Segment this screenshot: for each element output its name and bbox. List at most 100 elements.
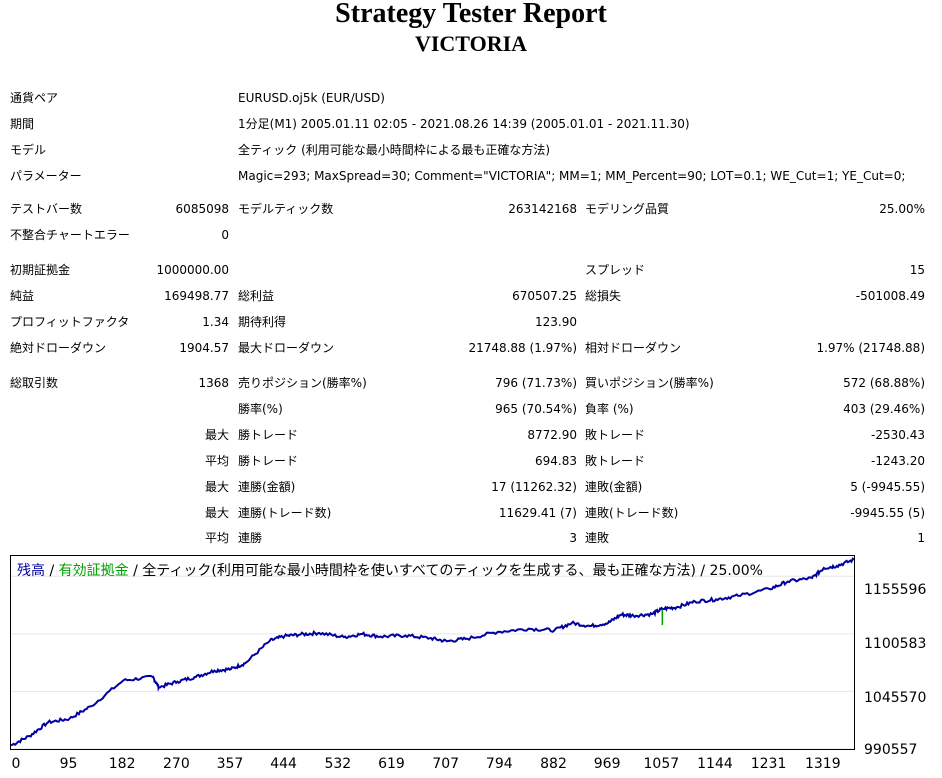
expected-payoff-label: 期待利得 [238, 315, 287, 329]
net-profit-label: 純益 [10, 289, 35, 303]
period-value: 1分足(M1) 2005.01.11 02:05 - 2021.08.26 14… [238, 117, 690, 131]
avg-loss-label: 敗トレード [585, 454, 646, 468]
test-bars-label: テストバー数 [10, 202, 83, 216]
model-ticks-value: 263142168 [508, 202, 577, 216]
period-label: 期間 [10, 117, 35, 131]
profit-factor-label: プロフィットファクタ [10, 315, 130, 329]
short-value: 796 (71.73%) [495, 376, 577, 390]
y-tick-label: 1045570 [864, 690, 927, 706]
spread-label: スプレッド [585, 263, 646, 277]
long-value: 572 (68.88%) [843, 376, 925, 390]
avg-consec-losses-value: 1 [917, 531, 925, 545]
x-tick-label: 444 [270, 756, 297, 772]
expected-payoff-value: 123.90 [535, 315, 577, 329]
pair-value: EURUSD.oj5k (EUR/USD) [238, 91, 385, 105]
x-tick-label: 969 [593, 756, 621, 772]
avg-consec-wins-label: 連勝 [238, 531, 263, 545]
model-label: モデル [10, 143, 47, 157]
loss-rate-value: 403 (29.46%) [843, 402, 925, 416]
avg-label-2: 平均 [204, 531, 229, 545]
legend-sep: / [45, 563, 59, 579]
mismatch-value: 0 [221, 228, 229, 242]
params-label: パラメーター [10, 169, 82, 183]
win-rate-value: 965 (70.54%) [495, 402, 577, 416]
legend-equity: 有効証拠金 [58, 563, 129, 579]
largest-loss-label: 敗トレード [585, 428, 646, 442]
largest-win-label: 勝トレード [238, 428, 299, 442]
abs-dd-value: 1904.57 [179, 341, 229, 355]
chart-legend: 残高 / 有効証拠金 / 全ティック(利用可能な最小時間枠を使いすべてのティック… [17, 562, 763, 580]
max-consec-loss-label: 連敗(トレード数) [585, 506, 679, 520]
x-tick-label: 882 [540, 756, 567, 772]
max-label-3: 最大 [204, 506, 229, 520]
model-quality-value: 25.00% [879, 202, 925, 216]
max-consec-profit-label: 連勝(トレード数) [238, 506, 332, 520]
initial-deposit-value: 1000000.00 [156, 263, 229, 277]
gross-loss-value: -501008.49 [855, 289, 925, 303]
x-tick-label: 532 [324, 756, 352, 772]
initial-deposit-label: 初期証拠金 [10, 263, 71, 277]
x-tick-label: 1057 [643, 756, 680, 772]
report-subtitle: VICTORIA [414, 31, 528, 56]
max-consec-loss-value: -9945.55 (5) [850, 506, 925, 520]
avg-win-value: 694.83 [535, 454, 577, 468]
avg-win-label: 勝トレード [238, 454, 299, 468]
total-trades-label: 総取引数 [10, 376, 59, 390]
consec-wins-money-value: 17 (11262.32) [491, 480, 577, 494]
x-tick-label: 794 [485, 756, 513, 772]
long-label: 買いポジション(勝率%) [585, 376, 714, 390]
loss-rate-label: 負率 (%) [585, 402, 634, 416]
max-label-2: 最大 [204, 480, 229, 494]
largest-loss-value: -2530.43 [871, 428, 925, 442]
avg-consec-losses-label: 連敗 [585, 531, 610, 545]
x-tick-label: 357 [216, 756, 244, 772]
report-title: Strategy Tester Report [335, 0, 607, 29]
pair-label: 通貨ペア [10, 91, 59, 105]
consec-losses-money-label: 連敗(金額) [585, 480, 643, 494]
spread-value: 15 [909, 263, 925, 277]
total-trades-value: 1368 [198, 376, 229, 390]
balance-line [11, 557, 854, 747]
rel-dd-label: 相対ドローダウン [585, 341, 682, 355]
consec-wins-money-label: 連勝(金額) [238, 480, 296, 494]
max-dd-value: 21748.88 (1.97%) [468, 341, 577, 355]
legend-description: / 全ティック(利用可能な最小時間枠を使いすべてのティックを生成する、最も正確な… [128, 563, 763, 579]
abs-dd-label: 絶対ドローダウン [10, 341, 107, 355]
profit-factor-value: 1.34 [202, 315, 229, 329]
model-ticks-label: モデルティック数 [238, 202, 334, 216]
gross-profit-value: 670507.25 [512, 289, 577, 303]
params-value: Magic=293; MaxSpread=30; Comment="VICTOR… [238, 169, 906, 183]
gross-profit-label: 総利益 [238, 289, 275, 303]
x-tick-label: 95 [59, 756, 78, 772]
balance-chart-plot [11, 557, 854, 749]
x-tick-label: 707 [432, 756, 460, 772]
y-tick-label: 990557 [864, 742, 918, 758]
x-tick-label: 270 [163, 756, 190, 772]
consec-losses-money-value: 5 (-9945.55) [850, 480, 925, 494]
win-rate-label: 勝率(%) [238, 402, 283, 416]
short-label: 売りポジション(勝率%) [238, 376, 367, 390]
max-label: 最大 [204, 428, 229, 442]
largest-win-value: 8772.90 [527, 428, 577, 442]
x-tick-label: 619 [378, 756, 405, 772]
max-consec-profit-value: 11629.41 (7) [498, 506, 577, 520]
avg-consec-wins-value: 3 [569, 531, 577, 545]
avg-label: 平均 [204, 454, 229, 468]
mismatch-label: 不整合チャートエラー [10, 228, 130, 242]
y-tick-label: 1155596 [864, 582, 927, 598]
x-tick-label: 1144 [697, 756, 733, 772]
model-value: 全ティック (利用可能な最小時間枠による最も正確な方法) [238, 143, 551, 157]
rel-dd-value: 1.97% (21748.88) [816, 341, 925, 355]
net-profit-value: 169498.77 [164, 289, 229, 303]
model-quality-label: モデリング品質 [585, 202, 670, 216]
max-dd-label: 最大ドローダウン [238, 341, 335, 355]
y-tick-label: 1100583 [864, 636, 927, 652]
x-tick-label: 1231 [750, 756, 787, 772]
x-tick-label: 182 [108, 756, 136, 772]
legend-balance: 残高 [17, 563, 45, 579]
test-bars-value: 6085098 [175, 202, 229, 216]
balance-chart [10, 555, 855, 750]
gross-loss-label: 総損失 [585, 289, 622, 303]
x-tick-label: 1319 [804, 756, 841, 772]
avg-loss-value: -1243.20 [871, 454, 925, 468]
